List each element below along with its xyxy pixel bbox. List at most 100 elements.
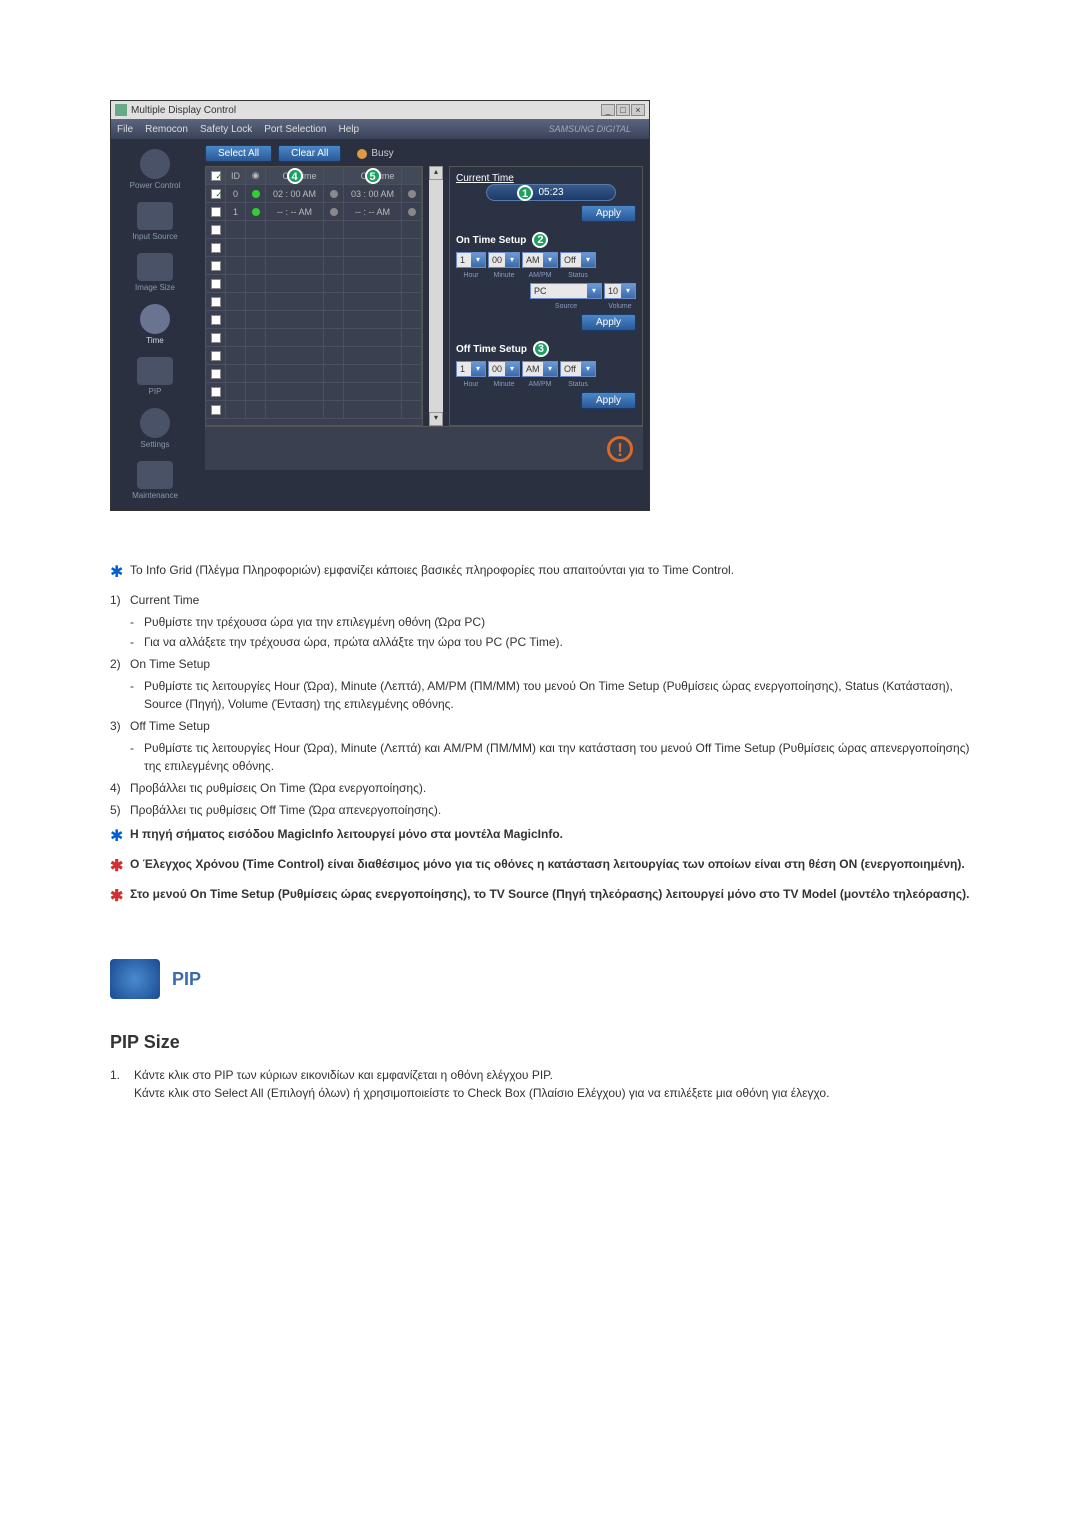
ampm-select[interactable]: AM▾	[522, 361, 558, 377]
menu-remocon[interactable]: Remocon	[145, 124, 188, 135]
app-icon	[115, 104, 127, 116]
note-2: Ο Έλεγχος Χρόνου (Time Control) είναι δι…	[130, 855, 965, 879]
status-dot-icon	[408, 208, 416, 216]
sidebar: Power Control Input Source Image Size Ti…	[111, 139, 199, 510]
item-3-title: Off Time Setup	[130, 717, 210, 735]
table-row	[206, 293, 422, 311]
apply-button[interactable]: Apply	[581, 392, 636, 409]
status-dot-icon	[252, 190, 260, 198]
status-select[interactable]: Off▾	[560, 252, 596, 268]
chevron-down-icon: ▾	[471, 253, 485, 267]
apply-button[interactable]: Apply	[581, 314, 636, 331]
col-id: ID	[226, 167, 246, 184]
scrollbar[interactable]: ▴ ▾	[429, 166, 443, 426]
sidebar-item-pip[interactable]: PIP	[113, 351, 197, 402]
row-checkbox[interactable]	[211, 207, 221, 217]
table-row	[206, 257, 422, 275]
maximize-button[interactable]: □	[616, 104, 630, 116]
chevron-down-icon: ▾	[587, 284, 601, 298]
scroll-down-button[interactable]: ▾	[429, 412, 443, 426]
minute-select[interactable]: 00▾	[488, 361, 520, 377]
maintenance-icon	[137, 461, 173, 489]
sidebar-item-time[interactable]: Time	[113, 298, 197, 351]
alert-icon: !	[607, 436, 633, 462]
footer: !	[205, 426, 643, 470]
pip-section-icon	[110, 959, 160, 999]
menu-port[interactable]: Port Selection	[264, 124, 326, 135]
volume-select[interactable]: 10▾	[604, 283, 636, 299]
table-row	[206, 401, 422, 419]
chevron-down-icon: ▾	[621, 284, 635, 298]
status-dot-icon	[252, 208, 260, 216]
chevron-down-icon: ▾	[505, 362, 519, 376]
star-icon: ✱	[110, 885, 130, 909]
on-time-title: On Time Setup	[456, 235, 526, 246]
callout-3: 3	[533, 341, 549, 357]
status-dot-icon	[408, 190, 416, 198]
source-select[interactable]: PC▾	[530, 283, 602, 299]
star-icon: ✱	[110, 561, 130, 585]
sidebar-item-settings[interactable]: Settings	[113, 402, 197, 455]
input-icon	[137, 202, 173, 230]
note-3: Στο μενού On Time Setup (Ρυθμίσεις ώρας …	[130, 885, 969, 909]
item-2-title: On Time Setup	[130, 655, 210, 673]
chevron-down-icon: ▾	[581, 362, 595, 376]
pip-size-heading: PIP Size	[110, 1029, 980, 1056]
window-title: Multiple Display Control	[131, 105, 601, 116]
clear-all-button[interactable]: Clear All	[278, 145, 341, 162]
apply-button[interactable]: Apply	[581, 205, 636, 222]
callout-4: 4	[287, 168, 303, 184]
info-grid: ID ◉ 4On Time 5Off Time 0 02 : 00 AM 03 …	[205, 166, 423, 426]
close-button[interactable]: ×	[631, 104, 645, 116]
chevron-down-icon: ▾	[505, 253, 519, 267]
table-row[interactable]: 0 02 : 00 AM 03 : 00 AM	[206, 185, 422, 203]
sidebar-item-maintenance[interactable]: Maintenance	[113, 455, 197, 506]
menu-file[interactable]: File	[117, 124, 133, 135]
off-time-title: Off Time Setup	[456, 344, 527, 355]
table-row	[206, 275, 422, 293]
chevron-down-icon: ▾	[543, 253, 557, 267]
header-checkbox[interactable]	[211, 171, 221, 181]
ampm-select[interactable]: AM▾	[522, 252, 558, 268]
current-time-title: Current Time	[456, 173, 636, 184]
minimize-button[interactable]: _	[601, 104, 615, 116]
brand-label: SAMSUNG DIGITAL	[549, 124, 631, 134]
sidebar-item-imagesize[interactable]: Image Size	[113, 247, 197, 298]
pip-text-1a: Κάντε κλικ στο PIP των κύριων εικονιδίων…	[134, 1066, 829, 1084]
busy-label: Busy	[371, 148, 393, 159]
callout-5: 5	[365, 168, 381, 184]
pip-heading: PIP	[172, 966, 201, 993]
scroll-up-button[interactable]: ▴	[429, 166, 443, 180]
chevron-down-icon: ▾	[581, 253, 595, 267]
item-1-title: Current Time	[130, 591, 199, 609]
menubar: File Remocon Safety Lock Port Selection …	[111, 119, 649, 139]
intro-text: Το Info Grid (Πλέγμα Πληροφοριών) εμφανί…	[130, 561, 734, 585]
menu-help[interactable]: Help	[338, 124, 359, 135]
sidebar-item-power[interactable]: Power Control	[113, 143, 197, 196]
table-row	[206, 365, 422, 383]
hour-select[interactable]: 1▾	[456, 252, 486, 268]
busy-icon	[357, 149, 367, 159]
status-select[interactable]: Off▾	[560, 361, 596, 377]
table-row	[206, 347, 422, 365]
settings-icon	[140, 408, 170, 438]
star-icon: ✱	[110, 825, 130, 849]
callout-1: 1	[517, 185, 533, 201]
star-icon: ✱	[110, 855, 130, 879]
menu-safety[interactable]: Safety Lock	[200, 124, 252, 135]
pip-text-1b: Κάντε κλικ στο Select All (Επιλογή όλων)…	[134, 1084, 829, 1102]
document-body: ✱Το Info Grid (Πλέγμα Πληροφοριών) εμφαν…	[110, 561, 980, 1102]
table-row	[206, 383, 422, 401]
select-all-button[interactable]: Select All	[205, 145, 272, 162]
minute-select[interactable]: 00▾	[488, 252, 520, 268]
hour-select[interactable]: 1▾	[456, 361, 486, 377]
table-row	[206, 311, 422, 329]
time-icon	[140, 304, 170, 334]
table-row	[206, 329, 422, 347]
table-row[interactable]: 1 -- : -- AM -- : -- AM	[206, 203, 422, 221]
status-dot-icon	[330, 208, 338, 216]
time-panel: Current Time 1 05:23 Apply On Time Setup…	[449, 166, 643, 426]
sidebar-item-input[interactable]: Input Source	[113, 196, 197, 247]
app-screenshot: Multiple Display Control _ □ × File Remo…	[110, 100, 650, 511]
row-checkbox[interactable]	[211, 189, 221, 199]
